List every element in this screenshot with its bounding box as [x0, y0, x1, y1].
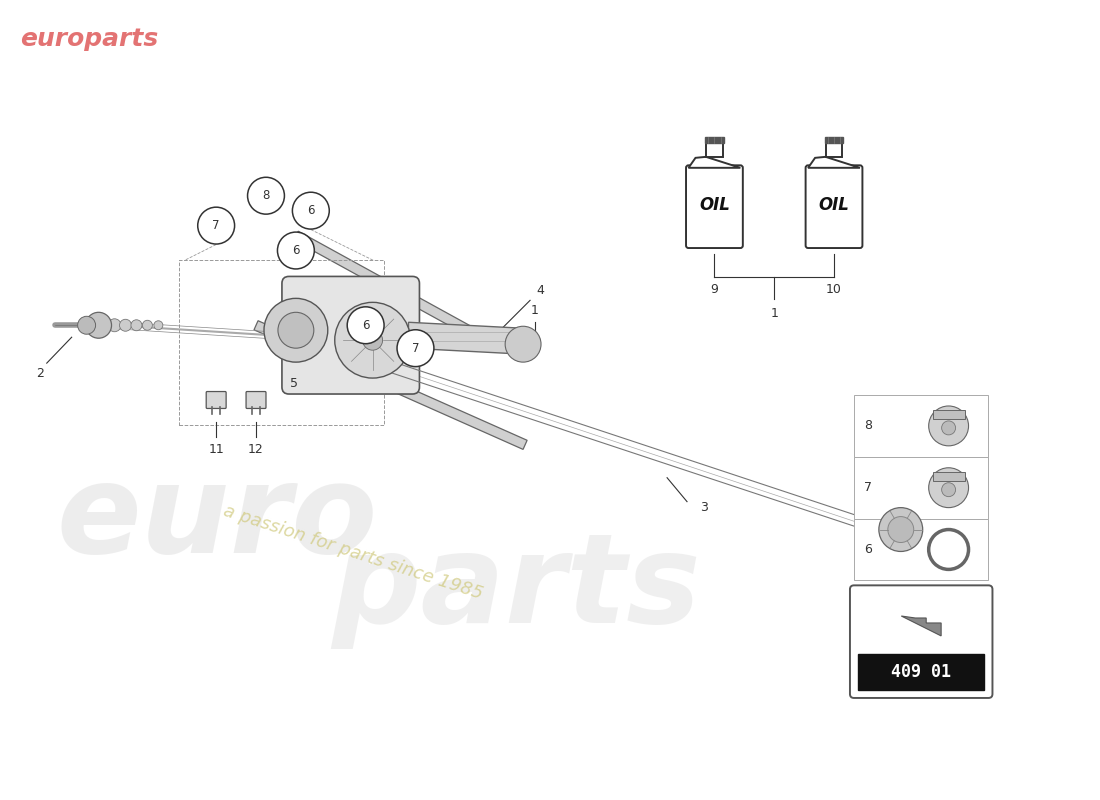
Circle shape	[86, 312, 111, 338]
Circle shape	[363, 330, 383, 350]
Bar	[825, 143, 843, 157]
Text: 7: 7	[212, 219, 220, 232]
Text: 8: 8	[864, 419, 872, 433]
Bar	[705, 138, 724, 143]
Bar	[825, 138, 844, 143]
Bar	[179, 261, 384, 425]
Text: 11: 11	[208, 443, 224, 456]
Circle shape	[888, 517, 914, 542]
Bar	[854, 395, 989, 457]
Circle shape	[334, 302, 410, 378]
Circle shape	[198, 207, 234, 244]
Text: 6: 6	[362, 318, 370, 332]
Text: 6: 6	[864, 543, 872, 556]
Circle shape	[264, 298, 328, 362]
Bar	[706, 143, 723, 157]
Circle shape	[278, 312, 314, 348]
Text: 12: 12	[249, 443, 264, 456]
FancyBboxPatch shape	[246, 391, 266, 409]
Bar	[854, 457, 989, 518]
Text: 6: 6	[307, 204, 315, 217]
Circle shape	[942, 421, 956, 435]
Circle shape	[154, 321, 163, 330]
Polygon shape	[901, 616, 942, 636]
Circle shape	[879, 508, 923, 551]
FancyBboxPatch shape	[850, 586, 992, 698]
Polygon shape	[294, 231, 497, 350]
Text: 1: 1	[531, 304, 539, 317]
Polygon shape	[689, 157, 740, 168]
Text: OIL: OIL	[818, 196, 849, 214]
FancyBboxPatch shape	[282, 277, 419, 394]
Text: 1: 1	[770, 307, 778, 320]
Circle shape	[293, 192, 329, 229]
Text: 5: 5	[290, 377, 298, 390]
Text: 7: 7	[411, 342, 419, 354]
Circle shape	[348, 307, 384, 344]
FancyBboxPatch shape	[805, 166, 862, 248]
Polygon shape	[808, 157, 860, 168]
Text: 7: 7	[864, 481, 872, 494]
Circle shape	[78, 316, 96, 334]
Text: 2: 2	[36, 366, 44, 379]
Circle shape	[928, 530, 968, 570]
Bar	[933, 410, 965, 419]
Circle shape	[120, 319, 132, 331]
Text: 10: 10	[826, 283, 842, 296]
Circle shape	[142, 320, 153, 330]
Polygon shape	[408, 322, 524, 354]
Text: parts: parts	[331, 528, 701, 649]
Circle shape	[277, 232, 315, 269]
Text: europarts: europarts	[20, 27, 158, 51]
FancyBboxPatch shape	[686, 166, 742, 248]
Text: 9: 9	[711, 283, 718, 296]
Text: euro: euro	[57, 458, 378, 579]
Text: OIL: OIL	[698, 196, 730, 214]
Text: 8: 8	[262, 190, 270, 202]
Circle shape	[248, 178, 285, 214]
Circle shape	[928, 406, 968, 446]
FancyBboxPatch shape	[206, 391, 227, 409]
Text: 4: 4	[536, 284, 544, 297]
Text: 6: 6	[293, 244, 299, 257]
Text: a passion for parts since 1985: a passion for parts since 1985	[221, 502, 485, 603]
Bar	[858, 654, 984, 690]
Circle shape	[942, 482, 956, 497]
Text: 409 01: 409 01	[891, 663, 952, 681]
Circle shape	[505, 326, 541, 362]
Bar	[854, 518, 989, 580]
Text: 3: 3	[700, 501, 708, 514]
Bar	[933, 472, 965, 481]
Circle shape	[108, 318, 121, 332]
Circle shape	[131, 320, 142, 330]
Circle shape	[928, 468, 968, 508]
Polygon shape	[254, 321, 527, 450]
Circle shape	[397, 330, 433, 366]
